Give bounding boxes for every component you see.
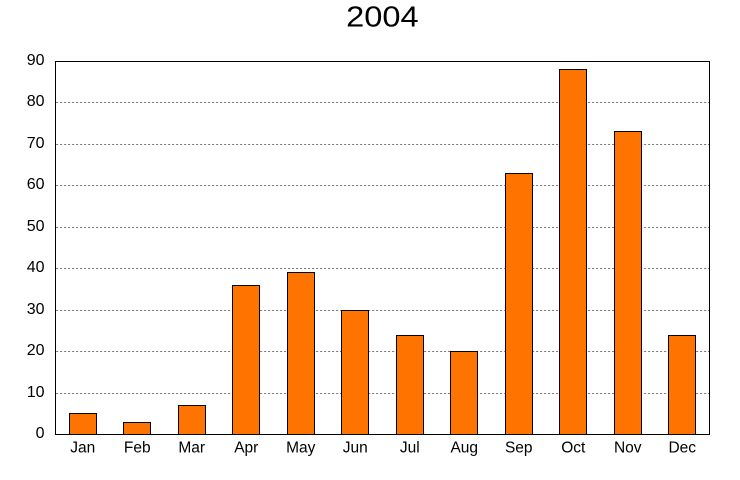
svg-text:90: 90 [27, 52, 45, 69]
svg-text:20: 20 [27, 342, 45, 359]
svg-text:Jul: Jul [400, 440, 420, 457]
svg-text:Apr: Apr [234, 440, 258, 457]
svg-text:Jun: Jun [343, 440, 368, 457]
svg-text:Mar: Mar [178, 440, 205, 457]
svg-text:May: May [286, 440, 316, 457]
svg-text:Dec: Dec [668, 440, 696, 457]
svg-text:80: 80 [27, 93, 45, 110]
svg-text:Nov: Nov [614, 440, 642, 457]
svg-text:0: 0 [36, 425, 45, 442]
svg-text:70: 70 [27, 135, 45, 152]
svg-text:Aug: Aug [450, 440, 478, 457]
svg-text:Feb: Feb [124, 440, 151, 457]
svg-text:Oct: Oct [561, 440, 586, 457]
svg-text:50: 50 [27, 218, 45, 235]
svg-text:Sep: Sep [505, 440, 533, 457]
svg-text:40: 40 [27, 259, 45, 276]
svg-text:Jan: Jan [70, 440, 95, 457]
svg-text:60: 60 [27, 176, 45, 193]
svg-text:10: 10 [27, 384, 45, 401]
svg-text:2004: 2004 [346, 1, 419, 33]
svg-text:30: 30 [27, 301, 45, 318]
